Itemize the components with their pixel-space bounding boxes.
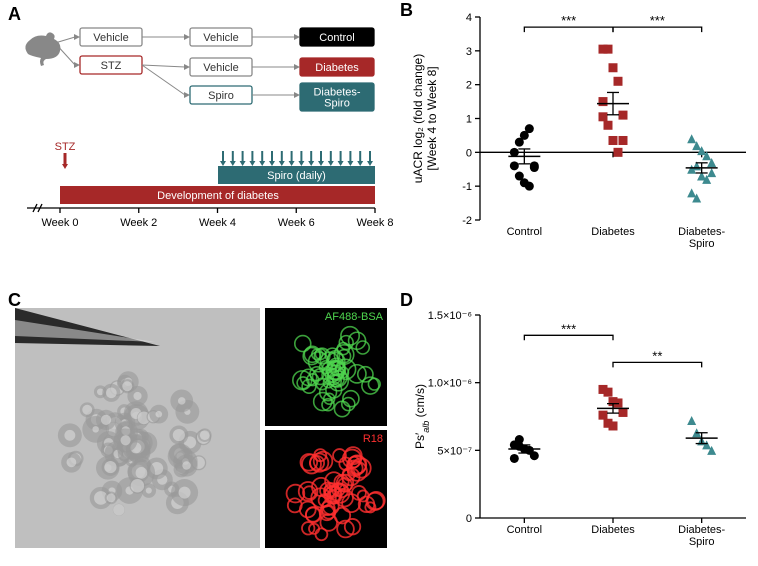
svg-text:STZ: STZ [101,60,122,72]
svg-text:***: *** [561,13,576,28]
svg-text:3: 3 [466,46,472,58]
svg-text:R18: R18 [363,433,383,445]
svg-text:Development of diabetes: Development of diabetes [157,190,279,202]
svg-text:Diabetes: Diabetes [591,524,635,536]
svg-text:5×10⁻⁷: 5×10⁻⁷ [437,445,472,457]
svg-text:1.0×10⁻⁶: 1.0×10⁻⁶ [428,378,472,390]
svg-text:Vehicle: Vehicle [93,32,128,44]
svg-text:Ps′alb (cm/s): Ps′alb (cm/s) [413,384,431,449]
svg-text:4: 4 [466,12,472,24]
svg-text:2: 2 [466,80,472,92]
panel-a-diagram: Vehicle STZ Vehicle Vehicle Spiro Control Diab… [10,8,400,253]
svg-text:STZ: STZ [55,141,76,153]
svg-text:Vehicle: Vehicle [203,32,238,44]
svg-text:-2: -2 [462,215,472,227]
svg-text:0: 0 [466,147,472,159]
svg-text:Diabetes-Spiro: Diabetes-Spiro [678,226,725,250]
svg-text:Vehicle: Vehicle [203,62,238,74]
svg-text:Diabetes: Diabetes [315,62,359,74]
svg-text:Spiro: Spiro [324,98,350,110]
svg-text:Diabetes-Spiro: Diabetes-Spiro [678,524,725,548]
svg-text:-1: -1 [462,181,472,193]
svg-text:AF488-BSA: AF488-BSA [325,311,384,323]
svg-text:1.5×10⁻⁶: 1.5×10⁻⁶ [428,310,472,322]
svg-text:Week 0: Week 0 [41,217,78,229]
svg-text:Control: Control [319,32,354,44]
svg-text:***: *** [561,321,576,336]
panel-d-chart: 0 5×10⁻⁷ 1.0×10⁻⁶ 1.5×10⁻⁶ Ps′alb (cm/s) Cont… [408,300,758,560]
svg-text:1: 1 [466,114,472,126]
svg-text:uACR log₂ (fold change)[Week 4: uACR log₂ (fold change)[Week 4 to Week 8… [411,54,439,183]
svg-text:**: ** [652,348,662,363]
svg-text:Spiro (daily): Spiro (daily) [267,170,326,182]
svg-text:Week 8: Week 8 [356,217,393,229]
svg-text:Week 4: Week 4 [199,217,236,229]
svg-text:Control: Control [507,524,542,536]
svg-text:Week 2: Week 2 [120,217,157,229]
panel-b-chart: -2 -1 0 1 2 3 4 uACR log₂ (fold change)[Week 4 … [408,2,758,262]
svg-text:Week 6: Week 6 [278,217,315,229]
svg-text:***: *** [650,13,665,28]
svg-text:Spiro: Spiro [208,90,234,102]
svg-text:Control: Control [507,226,542,238]
svg-text:0: 0 [466,513,472,525]
panel-c-image: AF488-BSA R18 [15,308,390,563]
svg-text:Diabetes: Diabetes [591,226,635,238]
